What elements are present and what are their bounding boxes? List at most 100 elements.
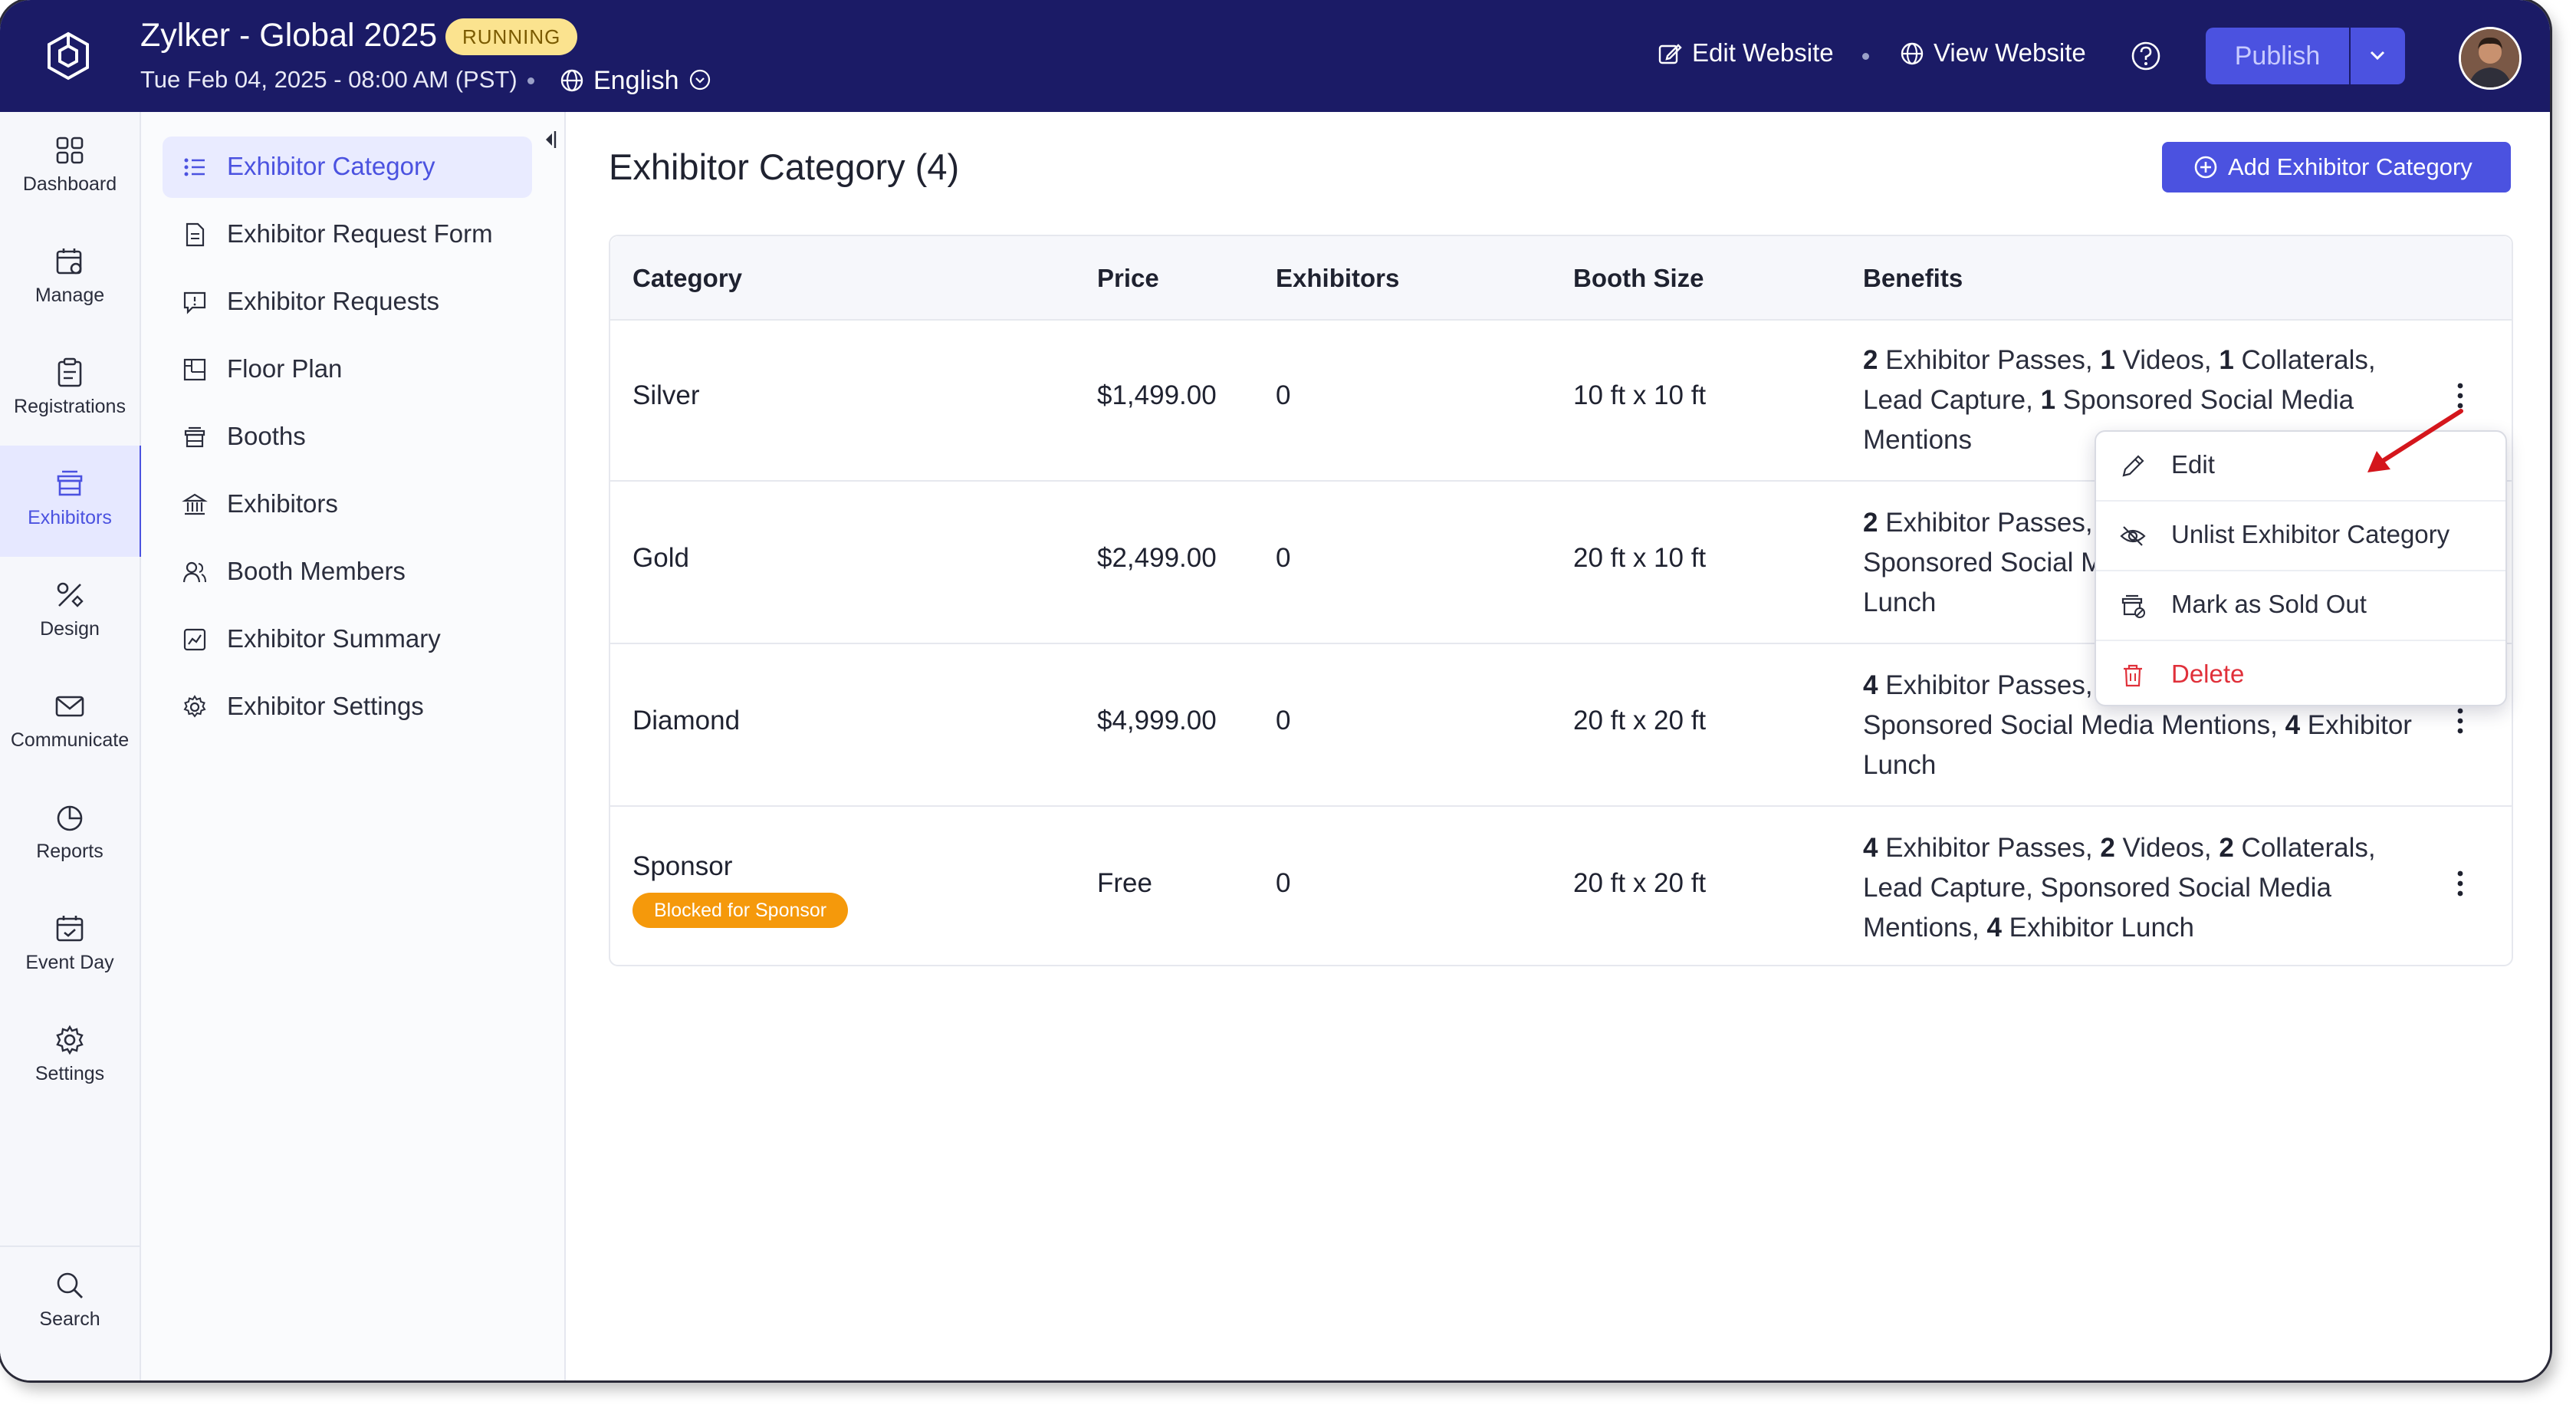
user-avatar[interactable] bbox=[2459, 27, 2522, 90]
globe-icon[interactable] bbox=[559, 67, 585, 94]
pie-chart-icon bbox=[53, 801, 87, 834]
language-selector[interactable]: English bbox=[593, 66, 679, 95]
nav-reports[interactable]: Reports bbox=[0, 779, 140, 890]
subnav-floor-plan[interactable]: Floor Plan bbox=[163, 339, 532, 400]
add-exhibitor-category-button[interactable]: Add Exhibitor Category bbox=[2162, 142, 2511, 192]
column-header-price[interactable]: Price bbox=[1097, 264, 1159, 292]
nav-search[interactable]: Search bbox=[0, 1247, 140, 1358]
price-cell: $2,499.00 bbox=[1097, 543, 1217, 573]
menu-label: Delete bbox=[2171, 660, 2245, 688]
trash-icon bbox=[2119, 662, 2147, 689]
table-row[interactable]: Silver $1,499.00 0 10 ft x 10 ft 2 Exhib… bbox=[610, 319, 2512, 482]
table-row[interactable]: Sponsor Blocked for Sponsor Free 0 20 ft… bbox=[610, 807, 2512, 968]
column-header-exhibitors[interactable]: Exhibitors bbox=[1276, 264, 1400, 292]
booth-icon bbox=[182, 424, 208, 450]
booth-size-cell: 10 ft x 10 ft bbox=[1573, 380, 1707, 410]
collapse-sidebar-icon[interactable] bbox=[541, 129, 558, 150]
benefit-text: Videos, bbox=[2114, 345, 2220, 375]
menu-item-delete[interactable]: Delete bbox=[2096, 641, 2505, 709]
benefit-count: 4 bbox=[2285, 710, 2301, 740]
price-cell: $4,999.00 bbox=[1097, 706, 1217, 735]
subnav-booth-members[interactable]: Booth Members bbox=[163, 541, 532, 603]
subnav-exhibitor-category[interactable]: Exhibitor Category bbox=[163, 137, 532, 198]
benefit-text: Exhibitor Passes, bbox=[1878, 670, 2101, 700]
more-options-icon[interactable] bbox=[2454, 706, 2466, 736]
booth-sold-out-icon bbox=[2119, 592, 2147, 620]
benefit-text: Exhibitor Passes, bbox=[1878, 508, 2101, 538]
menu-divider bbox=[2096, 500, 2505, 502]
help-icon[interactable] bbox=[2130, 40, 2162, 72]
column-header-booth-size[interactable]: Booth Size bbox=[1573, 264, 1704, 292]
web-globe-icon[interactable] bbox=[1899, 41, 1925, 67]
exhibitors-count: 0 bbox=[1276, 380, 1291, 410]
benefits-cell: 2 Exhibitor Passes, 1 Videos, 1 Collater… bbox=[1863, 341, 2415, 460]
subnav-exhibitor-request-form[interactable]: Exhibitor Request Form bbox=[163, 204, 532, 265]
column-header-category[interactable]: Category bbox=[632, 264, 743, 292]
subnav-exhibitors[interactable]: Exhibitors bbox=[163, 474, 532, 535]
nav-design[interactable]: Design bbox=[0, 557, 140, 668]
app-logo-icon[interactable] bbox=[41, 29, 95, 83]
app-window: Zylker - Global 2025 RUNNING Tue Feb 04,… bbox=[0, 0, 2550, 1380]
exhibitors-count: 0 bbox=[1276, 706, 1291, 735]
nav-communicate[interactable]: Communicate bbox=[0, 668, 140, 779]
menu-item-edit[interactable]: Edit bbox=[2096, 432, 2505, 500]
dashboard-icon bbox=[53, 133, 87, 167]
benefit-text: Collaterals, bbox=[2233, 345, 2376, 375]
benefit-count: 1 bbox=[2219, 345, 2234, 375]
edit-icon[interactable] bbox=[1657, 41, 1683, 67]
menu-label: Edit bbox=[2171, 450, 2215, 479]
benefit-count: 4 bbox=[1863, 670, 1878, 700]
more-options-icon[interactable] bbox=[2454, 868, 2466, 899]
menu-divider bbox=[2096, 570, 2505, 571]
publish-options-button[interactable] bbox=[2351, 28, 2405, 84]
menu-item-unlist[interactable]: Unlist Exhibitor Category bbox=[2096, 502, 2505, 570]
nav-registrations[interactable]: Registrations bbox=[0, 334, 140, 446]
subnav-exhibitor-requests[interactable]: Exhibitor Requests bbox=[163, 271, 532, 333]
calendar-check-icon bbox=[53, 912, 87, 946]
calendar-gear-icon bbox=[53, 245, 87, 278]
menu-label: Mark as Sold Out bbox=[2171, 590, 2367, 618]
nav-label: Settings bbox=[34, 1063, 105, 1084]
publish-button[interactable]: Publish bbox=[2206, 28, 2349, 84]
nav-manage[interactable]: Manage bbox=[0, 223, 140, 334]
gear-icon bbox=[182, 694, 208, 720]
nav-label: Dashboard bbox=[22, 173, 117, 195]
benefit-count: 1 bbox=[2100, 345, 2115, 375]
nav-event-day[interactable]: Event Day bbox=[0, 890, 140, 1002]
page-title: Exhibitor Category (4) bbox=[609, 146, 960, 187]
mail-icon bbox=[53, 689, 87, 723]
separator-dot bbox=[1862, 53, 1869, 60]
status-badge: RUNNING bbox=[445, 18, 578, 55]
top-bar: Zylker - Global 2025 RUNNING Tue Feb 04,… bbox=[0, 0, 2550, 112]
eye-off-icon bbox=[2119, 522, 2147, 550]
menu-divider bbox=[2096, 640, 2505, 641]
benefit-text: Lead Capture, bbox=[1863, 385, 2041, 415]
booth-icon bbox=[53, 467, 87, 501]
menu-item-mark-sold-out[interactable]: Mark as Sold Out bbox=[2096, 571, 2505, 640]
primary-nav-rail: Dashboard Manage Registrations Exhibitor… bbox=[0, 112, 143, 1380]
benefit-count: 4 bbox=[1986, 913, 2002, 943]
pencil-icon bbox=[2119, 452, 2147, 480]
nav-dashboard[interactable]: Dashboard bbox=[0, 112, 140, 223]
category-name: Gold bbox=[632, 543, 689, 573]
subnav-label: Booth Members bbox=[227, 557, 406, 585]
more-options-icon[interactable] bbox=[2454, 380, 2466, 411]
column-header-benefits[interactable]: Benefits bbox=[1863, 264, 1963, 292]
nav-label: Manage bbox=[34, 285, 105, 306]
edit-website-link[interactable]: Edit Website bbox=[1692, 38, 1834, 67]
subnav-exhibitor-settings[interactable]: Exhibitor Settings bbox=[163, 676, 532, 738]
category-name: Diamond bbox=[632, 706, 741, 735]
exhibitors-count: 0 bbox=[1276, 543, 1291, 573]
subnav-label: Exhibitor Category bbox=[227, 152, 435, 180]
nav-settings[interactable]: Settings bbox=[0, 1002, 140, 1113]
benefit-count: 2 bbox=[2219, 833, 2234, 863]
subnav-exhibitor-summary[interactable]: Exhibitor Summary bbox=[163, 609, 532, 670]
view-website-link[interactable]: View Website bbox=[1934, 38, 2086, 67]
chevron-down-icon[interactable] bbox=[688, 68, 711, 91]
benefit-text: Exhibitor Passes, bbox=[1878, 833, 2101, 863]
nav-exhibitors[interactable]: Exhibitors bbox=[0, 446, 143, 557]
nav-label: Reports bbox=[36, 841, 104, 862]
exhibitors-count: 0 bbox=[1276, 868, 1291, 898]
subnav-booths[interactable]: Booths bbox=[163, 406, 532, 468]
subnav-label: Exhibitors bbox=[227, 489, 338, 518]
